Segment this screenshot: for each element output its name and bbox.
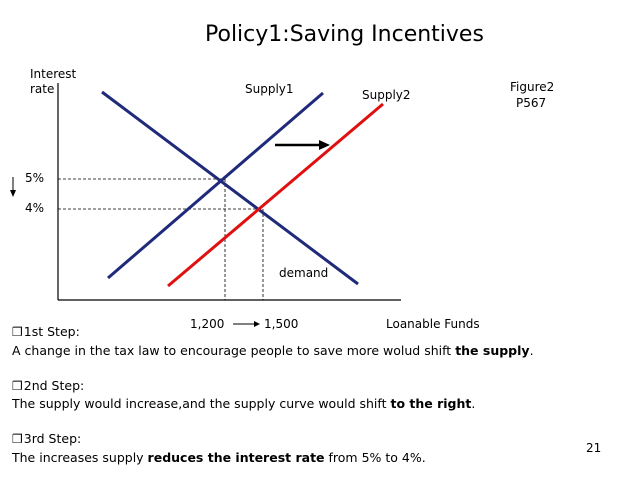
- rate-4-label: 4%: [25, 201, 45, 215]
- shift-arrow-head: [319, 140, 330, 150]
- checkbox-bullet-icon: ❒: [12, 379, 23, 393]
- page-number: 21: [586, 441, 602, 455]
- supply2-curve: [167, 102, 384, 288]
- step-1-heading: ❒1st Step:: [12, 324, 80, 339]
- figure-ref: Figure2: [510, 80, 555, 94]
- supply2-label: Supply2: [362, 88, 411, 102]
- step-3-heading: ❒3rd Step:: [12, 431, 82, 446]
- step-2-heading: ❒2nd Step:: [12, 378, 85, 393]
- rate-down-arrow-head: [10, 190, 16, 197]
- supply1-label: Supply1: [245, 82, 294, 96]
- checkbox-bullet-icon: ❒: [12, 325, 23, 339]
- qty-arrow-head: [254, 321, 260, 327]
- step-2-text: The supply would increase,and the supply…: [12, 396, 476, 411]
- demand-label: demand: [279, 266, 329, 280]
- slide-title: Policy1:Saving Incentives: [205, 22, 484, 47]
- demand-curve: [101, 90, 359, 286]
- rate-5-label: 5%: [25, 171, 45, 185]
- step-1-text: A change in the tax law to encourage peo…: [12, 343, 534, 358]
- qty-1200-label: 1,200: [190, 317, 225, 331]
- checkbox-bullet-icon: ❒: [12, 432, 23, 446]
- x-axis-label: Loanable Funds: [386, 317, 480, 331]
- y-axis-label: Interest: [30, 67, 77, 81]
- step-3-text: The increases supply reduces the interes…: [12, 450, 426, 465]
- supply1-curve: [107, 91, 324, 280]
- figure-page-ref: P567: [516, 96, 547, 110]
- qty-1500-label: 1,500: [264, 317, 299, 331]
- y-axis-label-line2: rate: [30, 82, 55, 96]
